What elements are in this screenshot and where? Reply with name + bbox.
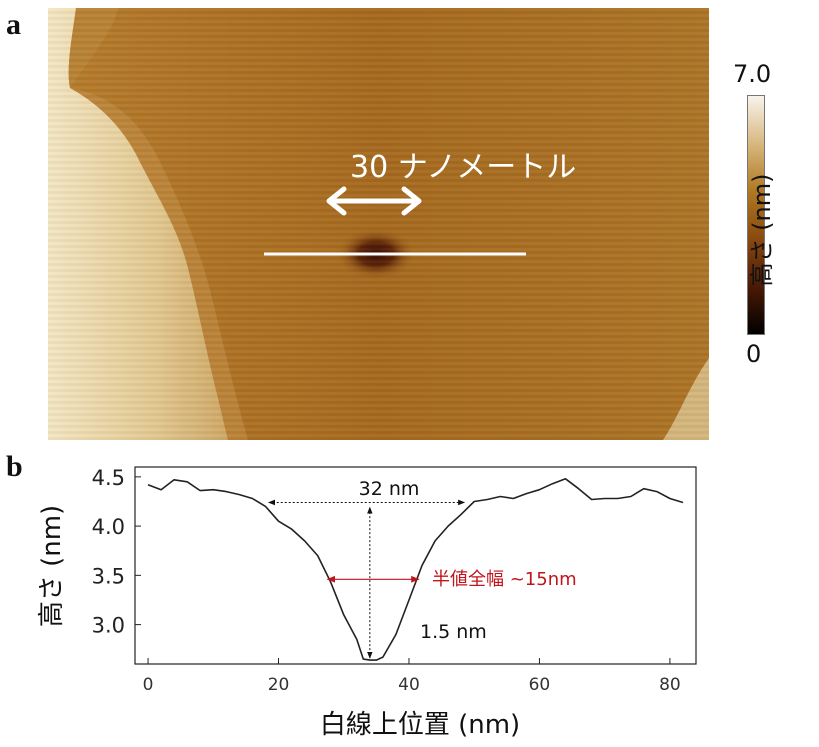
y-axis-label: 高さ (nm)	[37, 505, 67, 627]
scale-bar-label: 30 ナノメートル	[350, 150, 576, 185]
height-profile-chart: 0 20 40 60 80 3.03.54.04.5 32 nm 半値全幅 ~15nm …	[37, 466, 697, 740]
colorbar-axis-label: 高さ (nm)	[748, 173, 776, 287]
x-tick-label: 40	[398, 675, 420, 695]
y-tick-label: 4.5	[92, 466, 125, 490]
afm-height-image: 30 ナノメートル	[48, 8, 709, 440]
colorbar-min-label: 0	[746, 340, 762, 368]
panel-label-a: a	[6, 8, 21, 41]
profile-series-line	[147, 478, 684, 661]
x-tick-label: 20	[268, 675, 290, 695]
panel-label-b: b	[6, 450, 23, 483]
x-tick-label: 80	[659, 675, 681, 695]
y-tick-label: 3.5	[92, 564, 125, 588]
fwhm-annotation: 半値全幅 ~15nm	[432, 569, 577, 590]
plot-frame	[134, 466, 697, 665]
y-tick-label: 4.0	[92, 515, 125, 539]
colorbar-max-label: 7.0	[733, 60, 772, 88]
scale-arrow	[326, 186, 422, 216]
x-axis-label: 白線上位置 (nm)	[320, 710, 520, 740]
colorbar	[747, 95, 765, 335]
depth-annotation: 1.5 nm	[420, 621, 487, 643]
x-tick-label: 60	[529, 675, 551, 695]
width-annotation: 32 nm	[359, 478, 420, 500]
x-tick-label: 0	[143, 675, 154, 695]
y-tick-label: 3.0	[92, 614, 125, 638]
